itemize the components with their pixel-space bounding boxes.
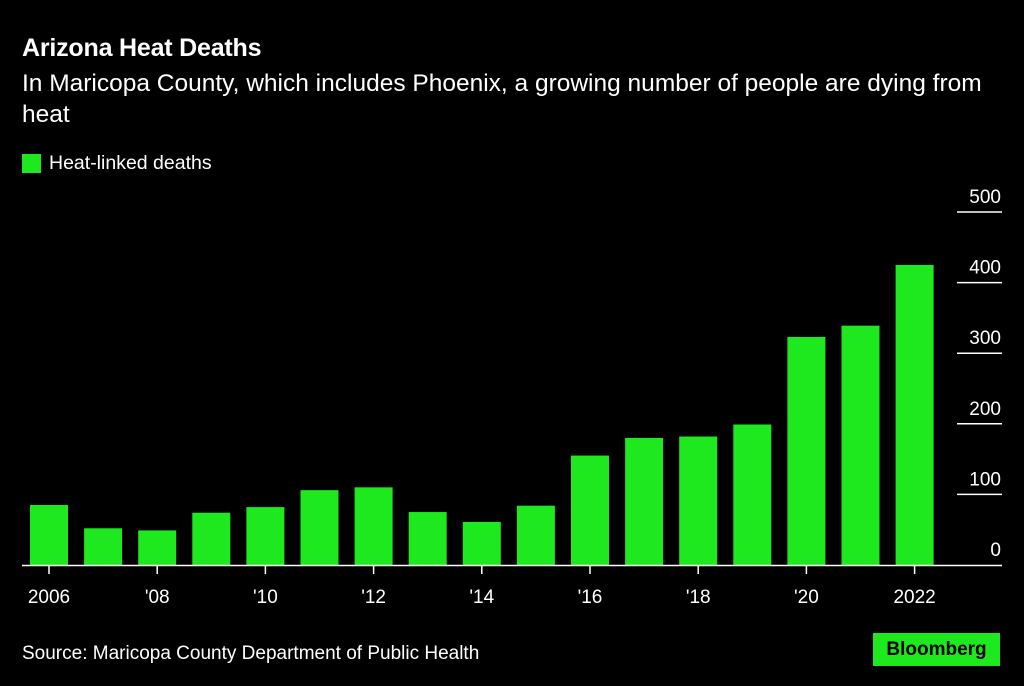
bar-2017 [625, 437, 664, 565]
bar-2009 [192, 512, 231, 565]
y-tick-label: 500 [969, 187, 1001, 208]
y-tick-label: 0 [990, 540, 1001, 561]
bar-2016 [571, 455, 609, 565]
chart-title: Arizona Heat Deaths [22, 34, 262, 62]
legend-swatch [22, 154, 41, 173]
bar-2021 [841, 325, 880, 565]
bar-2007 [84, 528, 123, 565]
y-tick-label: 100 [969, 469, 1001, 490]
bar-2019 [733, 424, 772, 565]
chart-subtitle: In Maricopa County, which includes Phoen… [22, 70, 982, 128]
bar-2013 [408, 512, 447, 565]
y-tick-label: 200 [969, 399, 1001, 420]
legend: Heat-linked deaths [22, 152, 212, 175]
bar-2012 [354, 487, 393, 565]
x-tick-label: 2006 [28, 587, 70, 608]
bar-2006 [30, 504, 68, 565]
bar-2014 [462, 521, 501, 565]
bar-2010 [246, 507, 285, 565]
x-tick-label: '18 [686, 587, 711, 608]
x-tick-label: '16 [578, 587, 603, 608]
source-note: Source: Maricopa County Department of Pu… [22, 643, 480, 664]
bar-2020 [787, 336, 826, 565]
bar-2022 [895, 264, 934, 565]
x-tick-label: '14 [469, 587, 494, 608]
bloomberg-logo: Bloomberg [873, 633, 1000, 666]
y-tick-label: 400 [969, 258, 1001, 279]
x-tick-label: '08 [145, 587, 170, 608]
y-tick-label: 300 [969, 328, 1001, 349]
bar-2008 [138, 530, 177, 565]
legend-label: Heat-linked deaths [49, 152, 212, 174]
x-tick-label: '10 [253, 587, 278, 608]
bar-2018 [679, 436, 718, 565]
bar-2015 [516, 505, 555, 565]
x-tick-label: '20 [794, 587, 819, 608]
x-tick-label: 2022 [893, 587, 935, 608]
x-tick-label: '12 [361, 587, 386, 608]
bar-2011 [300, 490, 339, 565]
